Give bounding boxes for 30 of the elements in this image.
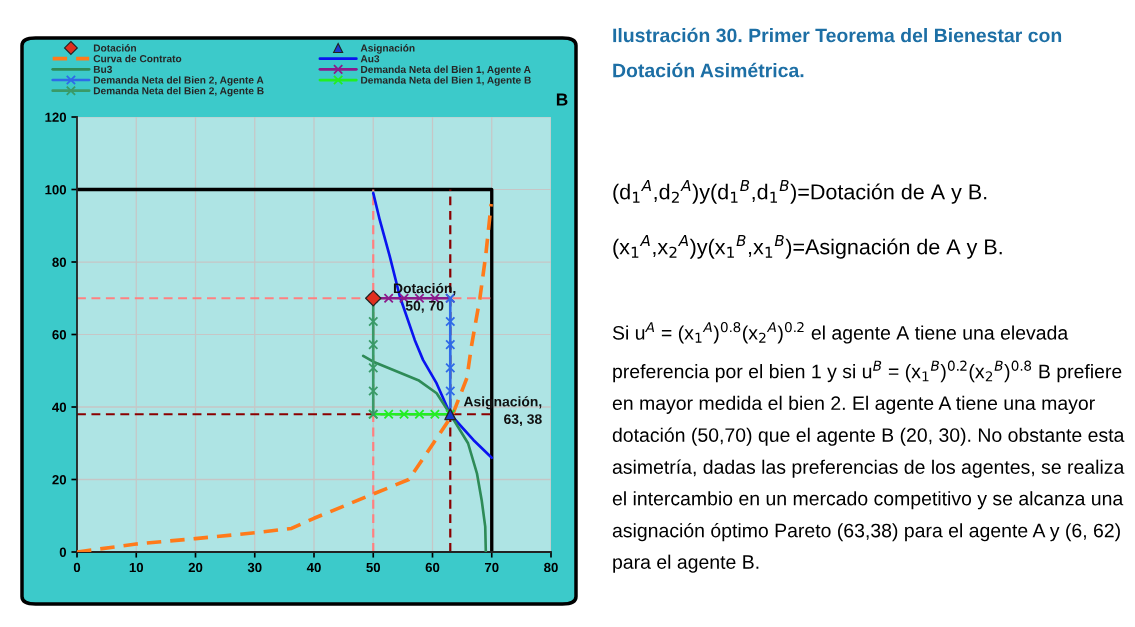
y-tick-label: 60 [52, 330, 67, 340]
x-tick-label: 40 [306, 562, 321, 573]
text: B [556, 93, 568, 106]
x-tick-label: 30 [247, 562, 262, 573]
y-tick-label: 120 [45, 112, 67, 122]
legend-label: Demanda Neta del Bien 2, Agente A [93, 76, 264, 86]
x-tick-label: 0 [73, 562, 81, 573]
y-tick-label: 100 [45, 185, 67, 195]
legend-label: Au3 [360, 55, 380, 63]
text: (x$_{1}$$^{A}$,x$_{2}$$^{A}$)y(x$_{1}$$^{B}$,x$_{1}$$^{B}$)=Asignación de A y B. [613, 235, 1002, 259]
x-tick-label: 60 [425, 562, 440, 573]
y-tick-label: 20 [52, 475, 67, 485]
legend-label: Demanda Neta del Bien 2, Agente B [93, 86, 264, 97]
x-tick-label: 80 [544, 562, 558, 573]
y-tick-label: 0 [59, 547, 67, 557]
y-tick-label: 40 [52, 402, 67, 412]
x-tick-label: 50 [366, 562, 381, 573]
text: (d$_{1}$$^{A}$,d$_{2}$$^{A}$)y(d$_{1}$$^{B}$,d$_{1}$$^{B}$)=Dotación de A y B. [613, 180, 987, 204]
text: Si u$^{A}$ = (x$_{1}$$^{A}$)$^{0.8}$(x$_{2}$$^{A}$)$^{0.2}$ el agente A tiene una elevada preferencia por el bien 1 y si u$^{B}$ = (x$_{1}$$^{B}$)$^{0.2}$(x$_{2}$$^{B}$)$^{0.8}$ B prefiere en mayor medida el bien 2. El agente A tiene una mayor dotación (50,70) que el agente B (20, 30). No obstante esta asimetría, dadas las preferencias de los agentes, se realiza el intercambio en un mercado competitivo y se alcanza una asignación óptimo Pareto (63,38) para el agente A y (6, 62) para el agente B. [612, 322, 1125, 573]
legend-label: Curva de Contrato [93, 54, 182, 63]
x-tick-label: 10 [129, 562, 144, 573]
y-tick-label: 80 [52, 257, 67, 267]
legend-label: Dotación [93, 44, 136, 52]
legend-label: Asignación [360, 44, 415, 54]
x-tick-label: 20 [188, 562, 203, 573]
text: Ilustración 30. Primer Teorema del Bienestar con Dotación Asimétrica. [613, 27, 1062, 78]
x-tick-label: 70 [484, 562, 499, 573]
legend-label: Bu3 [93, 65, 113, 73]
legend-label: Demanda Neta del Bien 1, Agente B [361, 76, 531, 86]
legend-label: Demanda Neta del Bien 1, Agente A [361, 65, 531, 76]
